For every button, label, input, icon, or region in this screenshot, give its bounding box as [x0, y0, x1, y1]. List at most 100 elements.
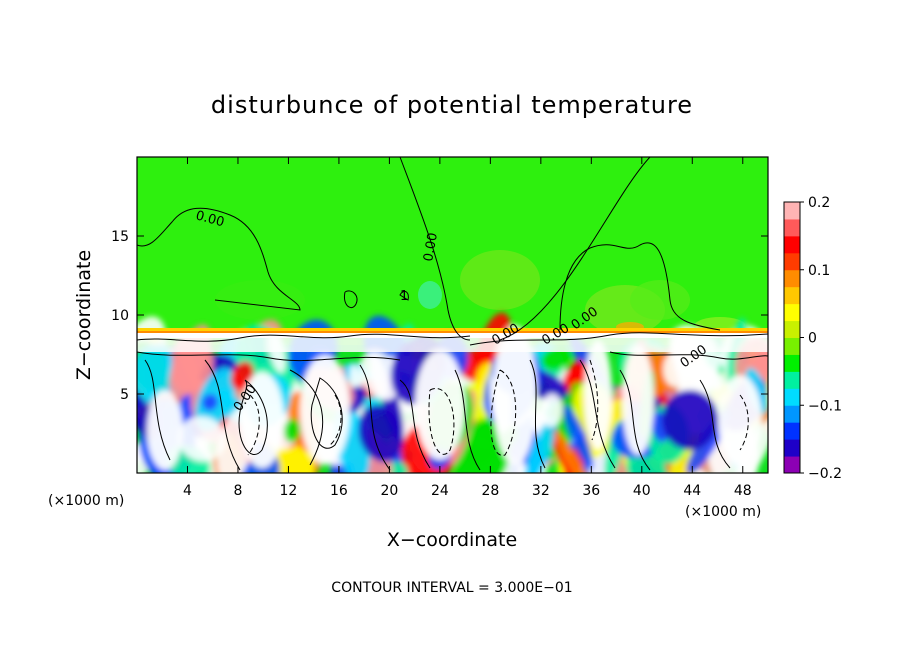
turbulence-core — [300, 355, 350, 465]
contour-line-negative — [490, 369, 517, 456]
contour-line — [399, 379, 431, 469]
y-axis-label: Z−coordinate — [73, 250, 95, 380]
contour-interval-note: CONTOUR INTERVAL = 3.000E−01 — [331, 580, 572, 596]
field-patch — [630, 280, 690, 320]
colorbar-segment — [784, 439, 800, 457]
colorbar-segment — [784, 252, 800, 271]
turbulence-core — [622, 345, 654, 455]
colorbar-ticks: 0.2 0.1 0 −0.1 −0.2 — [800, 195, 842, 482]
x-tick-label: 24 — [431, 483, 449, 499]
x-unit-label: (×1000 m) — [685, 504, 761, 520]
turbulence-core — [718, 375, 762, 465]
colorbar-segment — [784, 422, 800, 440]
turbulence-cell — [359, 350, 401, 401]
turbulence-core — [147, 390, 183, 470]
x-tick-label: 32 — [532, 483, 550, 499]
colorbar-segment — [784, 320, 800, 338]
contour-line — [137, 333, 471, 342]
x-tick-label: 44 — [683, 483, 701, 499]
x-axis-label: X−coordinate — [387, 529, 517, 551]
colorbar-segment — [784, 337, 800, 355]
turbulence-core — [584, 340, 612, 450]
contour-line — [399, 157, 471, 341]
contour-line — [204, 359, 241, 471]
contour-line-negative — [247, 394, 260, 456]
contour-line-negative — [589, 359, 599, 441]
contour-line — [399, 290, 409, 301]
inversion-band — [137, 333, 768, 338]
turbulence-cell — [284, 418, 301, 443]
x-tick-label: 16 — [330, 483, 348, 499]
turbulence-core — [493, 325, 537, 465]
x-tick-label: 48 — [734, 483, 752, 499]
field-patch — [418, 281, 442, 309]
x-axis: 4 8 12 16 20 24 28 32 36 40 44 48 — [183, 157, 752, 499]
colorbar-segment — [784, 303, 800, 322]
turbulence-cell — [563, 405, 594, 470]
contour-label: 0.00 — [421, 232, 441, 263]
contour-line — [499, 157, 651, 341]
x-tick-label: 20 — [380, 483, 398, 499]
contour-line — [529, 359, 546, 469]
contour-line — [559, 242, 721, 331]
contour-line — [289, 369, 324, 466]
chart-title: disturbunce of potential temperature — [211, 91, 693, 119]
contour-line — [144, 359, 171, 461]
contour-line — [238, 379, 268, 455]
contour-line — [454, 369, 481, 471]
turbulence-cell — [540, 393, 563, 428]
colorbar-tick-label: −0.2 — [808, 466, 842, 482]
contour-line — [469, 332, 768, 346]
x-tick-label: 4 — [183, 483, 192, 499]
contour-line-negative — [329, 394, 342, 446]
x-tick-label: 40 — [633, 483, 651, 499]
field-patch — [215, 280, 305, 320]
contour-line — [137, 207, 301, 311]
colorbar-tick-label: −0.1 — [808, 398, 842, 414]
x-tick-label: 28 — [481, 483, 499, 499]
y-tick-label: 15 — [111, 229, 129, 245]
contour-line — [579, 359, 616, 469]
plot-area — [137, 157, 768, 473]
colorbar-segment — [784, 371, 800, 389]
colorbar-segment — [784, 235, 800, 254]
turbulence-core — [662, 390, 718, 450]
y-tick-label: 5 — [120, 387, 129, 403]
contour-line — [359, 364, 391, 471]
colorbar-segment — [784, 269, 800, 288]
colorbar-segment — [784, 456, 800, 474]
x-tick-label: 8 — [233, 483, 242, 499]
x-tick-label: 36 — [582, 483, 600, 499]
contour-line — [310, 377, 343, 449]
contour-line — [619, 369, 651, 471]
contour-line — [609, 351, 768, 360]
x-tick-label: 12 — [280, 483, 298, 499]
contour-line-negative — [428, 387, 455, 455]
colorbar-segment — [784, 354, 800, 372]
turbulence-cell — [540, 346, 572, 371]
inversion-band — [137, 338, 768, 352]
lower-field-turbulence — [137, 312, 768, 473]
colorbar-segment — [784, 202, 800, 220]
contour-line — [343, 290, 358, 308]
inversion-edge — [137, 328, 768, 331]
field-patch — [460, 250, 540, 310]
colorbar-segment — [784, 286, 800, 305]
y-unit-label: (×1000 m) — [48, 493, 124, 509]
turbulence-cell — [358, 404, 404, 463]
contour-line — [699, 379, 731, 469]
turbulence-cell — [202, 394, 218, 411]
inversion-edge — [137, 331, 768, 333]
y-tick-label: 10 — [111, 308, 129, 324]
contour-label: 1 — [400, 289, 408, 304]
contour-line-negative — [739, 394, 749, 451]
colorbar-tick-label: 0 — [808, 331, 817, 347]
y-axis: 5 10 15 — [111, 229, 768, 403]
colorbar-segment — [784, 388, 800, 406]
contour-lines — [137, 157, 768, 471]
turbulence-core — [415, 350, 465, 460]
turbulence-cell — [663, 350, 689, 388]
turbulence-cell — [178, 416, 226, 462]
contour-label: 0.00 — [194, 208, 226, 230]
